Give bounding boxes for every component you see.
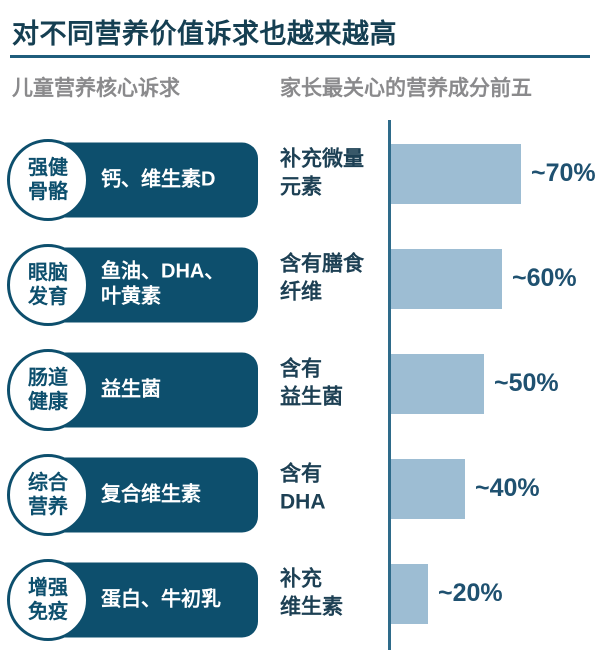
need-circle-badge: 肠道 健康 <box>7 348 89 431</box>
need-circle-badge: 强健 骨骼 <box>7 138 89 221</box>
bar-category-label: 含有 DHA <box>280 462 326 514</box>
bar-category-label: 含有 益生菌 <box>280 357 343 409</box>
bar-value-label: ~40% <box>475 474 540 502</box>
page-title: 对不同营养价值诉求也越来越高 <box>12 19 397 49</box>
bar-value-label: ~70% <box>531 159 596 187</box>
title-underline <box>10 55 590 58</box>
bar-group: ~60% <box>391 248 577 309</box>
bar-category-label: 含有膳食 纤维 <box>280 252 364 304</box>
bar-group: ~40% <box>391 458 540 519</box>
bar-group: ~20% <box>391 563 503 624</box>
bar-value-label: ~50% <box>494 369 559 397</box>
row-overall-nutrition: 复合维生素 综合 营养 含有 DHA ~40% <box>0 442 600 547</box>
row-immunity: 蛋白、牛初乳 增强 免疫 补充 维生素 ~20% <box>0 547 600 652</box>
bar-group: ~70% <box>391 143 596 204</box>
bar-group: ~50% <box>391 353 559 414</box>
row-eye-brain: 鱼油、DHA、 叶黄素 眼脑 发育 含有膳食 纤维 ~60% <box>0 232 600 337</box>
need-circle-badge: 眼脑 发育 <box>7 243 89 326</box>
bar <box>391 353 484 414</box>
bar <box>391 248 502 309</box>
column-header-chart: 家长最关心的营养成分前五 <box>280 77 532 100</box>
bar-value-label: ~20% <box>438 579 503 607</box>
bar <box>391 458 465 519</box>
need-circle-badge: 综合 营养 <box>7 453 89 536</box>
column-header-needs: 儿童营养核心诉求 <box>12 77 180 100</box>
bar-category-label: 补充微量 元素 <box>280 147 364 199</box>
bar-category-label: 补充 维生素 <box>280 567 343 619</box>
need-circle-badge: 增强 免疫 <box>7 558 89 641</box>
bar <box>391 563 428 624</box>
row-gut-health: 益生菌 肠道 健康 含有 益生菌 ~50% <box>0 337 600 442</box>
bar <box>391 143 521 204</box>
chart-axis-line <box>388 120 391 650</box>
row-bone-health: 钙、维生素D 强健 骨骼 补充微量 元素 ~70% <box>0 127 600 232</box>
rows-container: 钙、维生素D 强健 骨骼 补充微量 元素 ~70% 鱼油、DHA、 叶黄素 眼脑… <box>0 127 600 652</box>
bar-value-label: ~60% <box>512 264 577 292</box>
